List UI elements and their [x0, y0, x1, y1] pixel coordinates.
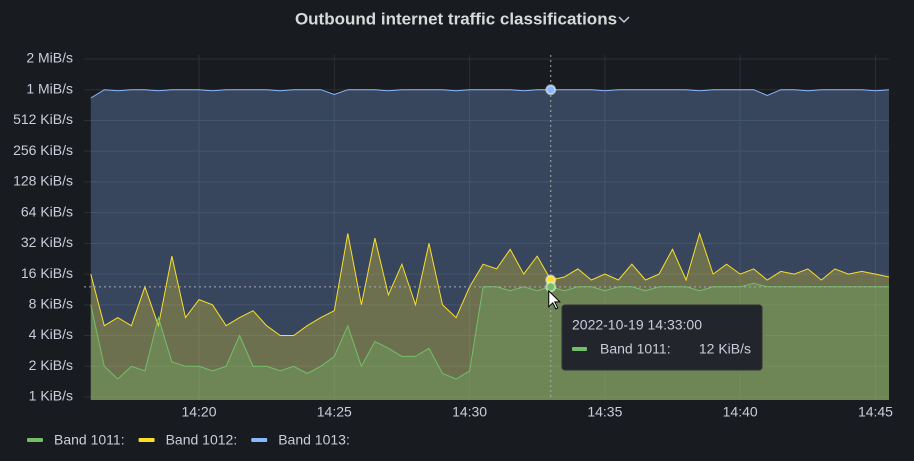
title-chevron[interactable]: [618, 16, 630, 24]
legend-item[interactable]: Band 1012:: [138, 432, 238, 448]
series-line: [90, 231, 890, 336]
x-tick-label: 14:30: [452, 404, 487, 420]
y-tick-label: 1 MiB/s: [26, 80, 73, 96]
y-tick-label: 4 KiB/s: [29, 326, 73, 342]
y-tick-label: 16 KiB/s: [21, 265, 73, 281]
hover-point: [545, 84, 557, 96]
legend-item[interactable]: Band 1011:: [27, 432, 125, 448]
x-tick-label: 14:35: [587, 404, 622, 420]
y-tick-label: 32 KiB/s: [21, 234, 73, 250]
tooltip-series: Band 1011:: [600, 341, 671, 357]
hover-point: [545, 281, 557, 293]
legend-swatch[interactable]: [138, 438, 155, 442]
y-tick-label: 2 KiB/s: [29, 357, 73, 373]
y-tick-label: 2 MiB/s: [26, 50, 73, 66]
legend-label[interactable]: Band 1011:: [54, 432, 125, 448]
y-tick-label: 512 KiB/s: [13, 111, 73, 127]
y-tick-label: 1 KiB/s: [29, 388, 73, 404]
series-line: [90, 89, 890, 99]
legend-label[interactable]: Band 1013:: [278, 432, 350, 448]
mouse-cursor: [548, 289, 561, 310]
y-tick-label: 128 KiB/s: [13, 173, 73, 189]
y-tick-label: 64 KiB/s: [21, 203, 73, 219]
tooltip-swatch: [572, 347, 587, 351]
x-tick-label: 14:20: [181, 404, 216, 420]
y-tick-label: 8 KiB/s: [29, 296, 73, 312]
legend-swatch[interactable]: [251, 438, 268, 442]
x-tick-label: 14:25: [317, 404, 352, 420]
tooltip-box: [561, 304, 763, 371]
panel-title[interactable]: Outbound internet traffic classification…: [295, 9, 617, 28]
x-tick-label: 14:40: [723, 404, 758, 420]
legend-label[interactable]: Band 1012:: [166, 432, 238, 448]
tooltip-value: 12 KiB/s: [699, 341, 751, 357]
legend-swatch[interactable]: [27, 438, 43, 442]
legend-item[interactable]: Band 1013:: [251, 432, 350, 448]
tooltip: 2022-10-19 14:33:00 Band 1011: 12 KiB/s: [561, 304, 763, 371]
tooltip-time: 2022-10-19 14:33:00: [572, 317, 702, 333]
y-tick-label: 256 KiB/s: [13, 142, 73, 158]
x-tick-label: 14:45: [858, 404, 893, 420]
